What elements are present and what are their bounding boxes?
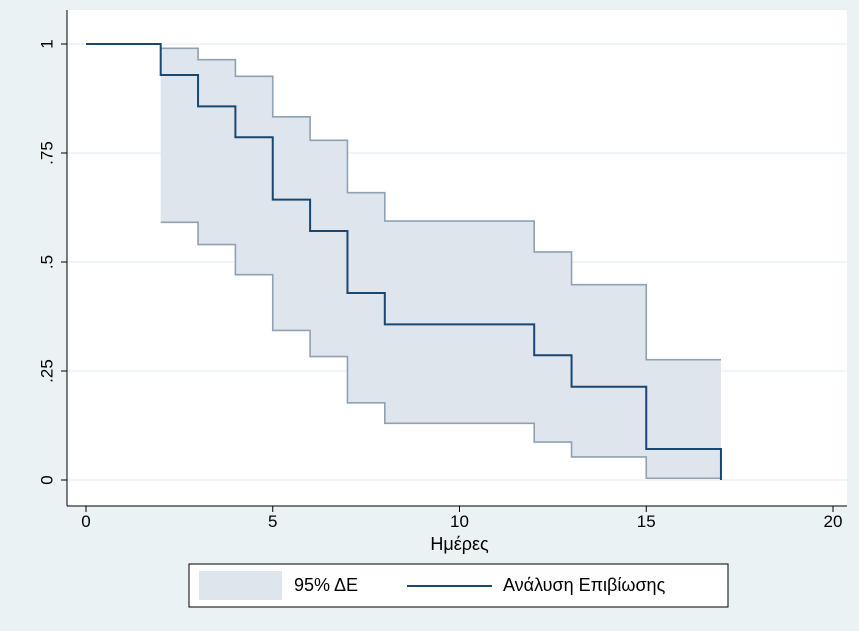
x-tick-label: 10	[450, 512, 469, 531]
y-tick-label: 0	[37, 475, 56, 484]
x-axis-label: Ημέρες	[430, 534, 489, 554]
x-tick-label: 20	[824, 512, 843, 531]
y-tick-label: .5	[37, 255, 56, 269]
legend-swatch-ci	[199, 571, 282, 600]
survival-step-line	[86, 43, 722, 480]
confidence-band	[160, 47, 721, 480]
legend: 95% ΔΕ Ανάλυση Επιβίωσης	[188, 563, 729, 608]
x-tick-label: 5	[268, 512, 277, 531]
legend-label-ci: 95% ΔΕ	[294, 575, 358, 595]
ci-lower-line	[160, 221, 721, 480]
y-tick-label: .75	[37, 141, 56, 165]
survival-series	[86, 43, 722, 480]
legend-label-survival: Ανάλυση Επιβίωσης	[503, 575, 666, 595]
ci-upper-line	[160, 47, 721, 361]
y-tick-label: .25	[37, 359, 56, 383]
x-tick-label: 0	[81, 512, 90, 531]
x-tick-label: 15	[637, 512, 656, 531]
y-tick-label: 1	[37, 39, 56, 48]
ci-band-area	[160, 48, 721, 479]
